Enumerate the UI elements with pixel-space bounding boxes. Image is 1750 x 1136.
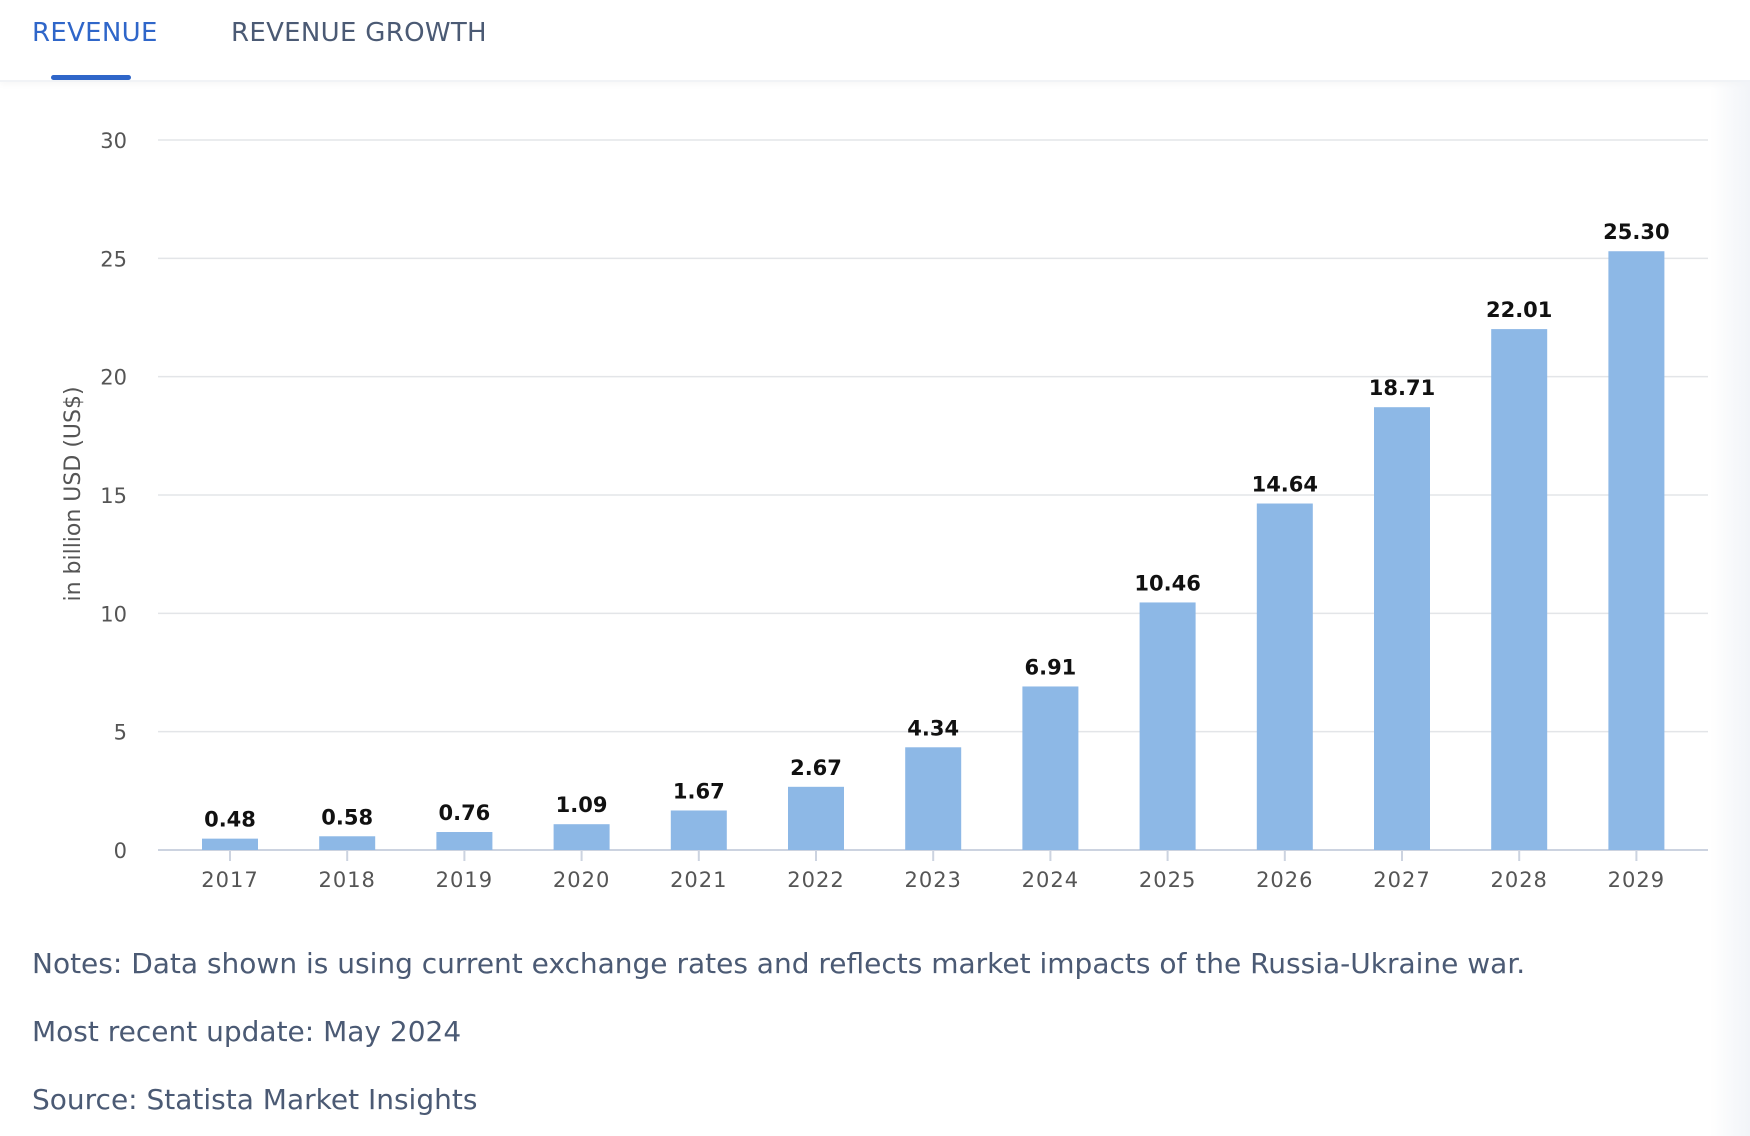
x-tick-label: 2018 [318,868,375,892]
x-tick-label: 2021 [670,868,727,892]
bar-2026 [1256,503,1313,850]
last-update: Most recent update: May 2024 [32,1015,462,1048]
bar-2029 [1608,251,1665,850]
revenue-bar-chart: in billion USD (US$) 0510152025300.48201… [61,129,1708,892]
data-label: 18.71 [1369,376,1435,400]
data-label: 0.48 [204,808,256,832]
bar-2025 [1139,602,1196,850]
data-label: 14.64 [1252,473,1318,497]
data-label: 1.09 [556,793,608,817]
bar-2023 [905,747,962,850]
data-label: 0.58 [321,805,373,829]
bar-2017 [202,838,258,850]
x-tick-label: 2017 [201,868,258,892]
bar-2022 [788,786,844,850]
active-tab-indicator [51,75,131,80]
data-label: 2.67 [790,756,842,780]
chart-notes: Notes: Data shown is using current excha… [32,947,1526,980]
y-tick-label: 25 [100,247,127,271]
x-tick-label: 2022 [787,868,844,892]
data-label: 6.91 [1024,655,1076,679]
tab-bar: REVENUE REVENUE GROWTH [0,0,1750,82]
y-tick-label: 30 [100,129,127,153]
data-label: 4.34 [907,716,959,740]
data-label: 22.01 [1486,298,1552,322]
chart-source: Source: Statista Market Insights [32,1083,478,1116]
tab-revenue[interactable]: REVENUE [32,18,158,48]
x-tick-label: 2020 [553,868,610,892]
x-tick-label: 2028 [1490,868,1547,892]
y-tick-label: 10 [100,602,127,626]
bar-2018 [319,836,376,850]
data-label: 0.76 [438,801,490,825]
x-tick-label: 2023 [904,868,961,892]
bar-2024 [1022,686,1079,850]
data-label: 10.46 [1134,571,1200,595]
bar-2020 [553,824,610,850]
tab-revenue-growth[interactable]: REVENUE GROWTH [231,18,487,48]
bar-2027 [1374,407,1430,850]
y-tick-label: 5 [114,721,127,745]
x-tick-label: 2019 [436,868,493,892]
y-tick-label: 20 [100,366,127,390]
data-label: 25.30 [1603,220,1669,244]
x-tick-label: 2029 [1608,868,1665,892]
y-tick-label: 0 [114,839,127,863]
x-tick-label: 2024 [1022,868,1079,892]
y-axis-label: in billion USD (US$) [61,386,86,601]
scroll-shade [1710,80,1750,1136]
bar-2019 [436,832,493,850]
y-tick-label: 15 [100,484,127,508]
data-label: 1.67 [673,779,725,803]
x-tick-label: 2025 [1139,868,1196,892]
x-tick-label: 2027 [1373,868,1430,892]
bar-2021 [670,810,727,850]
x-tick-label: 2026 [1256,868,1313,892]
bar-2028 [1491,329,1548,850]
